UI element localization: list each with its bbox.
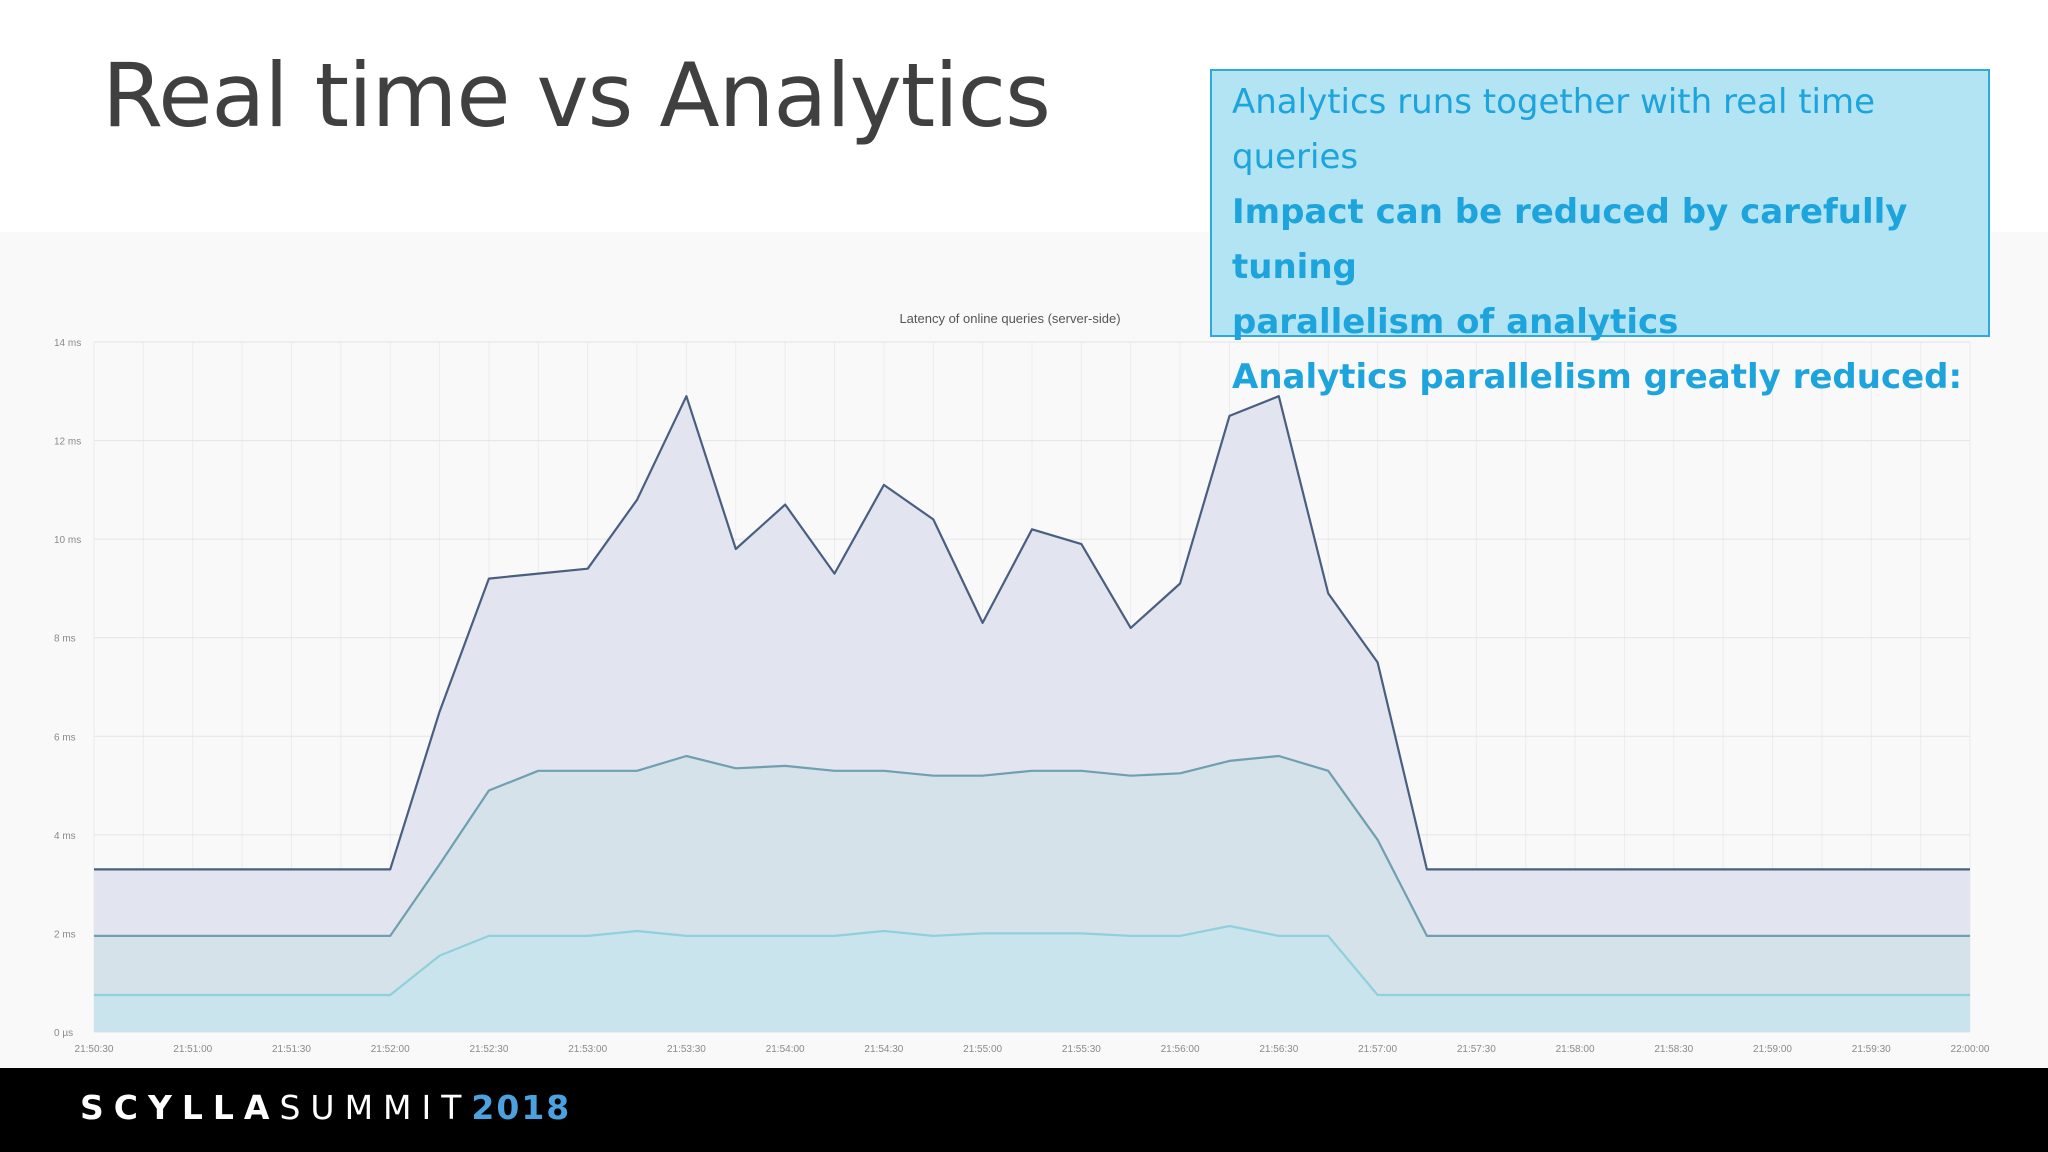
y-tick-label: 2 ms	[54, 929, 76, 940]
x-tick-label: 21:51:30	[272, 1044, 311, 1055]
series-mean-area	[94, 926, 1970, 1032]
latency-chart: 0 µs 2 ms 4 ms 6 ms 8 ms 10 ms 12 ms 14 ms 21:50…	[54, 311, 1990, 1055]
x-tick-label: 21:55:30	[1062, 1044, 1101, 1055]
x-tick-label: 21:57:00	[1358, 1044, 1397, 1055]
x-tick-label: 21:56:30	[1259, 1044, 1298, 1055]
y-tick-label: 14 ms	[54, 338, 81, 349]
x-tick-label: 21:56:00	[1161, 1044, 1200, 1055]
x-tick-label: 21:58:30	[1654, 1044, 1693, 1055]
callout-line-3: Impact can be reduced by carefully tunin…	[1232, 192, 1908, 287]
callout-line-4: parallelism of analytics	[1232, 302, 1679, 342]
callout-line-2: queries	[1232, 137, 1359, 177]
y-tick-label: 8 ms	[54, 634, 76, 645]
callout-line-1: Analytics runs together with real time	[1232, 82, 1876, 122]
series-p95-line	[94, 754, 1970, 938]
y-tick-label: 6 ms	[54, 732, 76, 743]
x-tick-label: 21:55:00	[963, 1044, 1002, 1055]
callout-line-5: Analytics parallelism greatly reduced:	[1232, 357, 1963, 397]
chart-title: Latency of online queries (server-side)	[899, 311, 1120, 326]
x-tick-label: 21:53:00	[568, 1044, 607, 1055]
footer-bar: SCYLLASUMMIT2018	[0, 1068, 2048, 1152]
series-p99-line	[94, 395, 1970, 871]
x-tick-label: 21:59:30	[1852, 1044, 1891, 1055]
x-tick-label: 21:57:30	[1457, 1044, 1496, 1055]
series-mean-line	[94, 924, 1970, 997]
x-tick-label: 21:53:30	[667, 1044, 706, 1055]
logo-year: 2018	[471, 1088, 572, 1127]
logo-summit: SUMMIT	[279, 1088, 472, 1127]
x-tick-label: 21:51:00	[173, 1044, 212, 1055]
x-tick-label: 21:54:00	[766, 1044, 805, 1055]
x-tick-label: 21:54:30	[864, 1044, 903, 1055]
callout-box: Analytics runs together with real time q…	[1210, 69, 1990, 397]
x-tick-label: 21:58:00	[1556, 1044, 1595, 1055]
slide-title: Real time vs Analytics	[102, 44, 1051, 147]
y-tick-label: 4 ms	[54, 831, 76, 842]
scylla-summit-logo: SCYLLASUMMIT2018	[80, 1088, 571, 1127]
x-tick-label: 21:52:00	[371, 1044, 410, 1055]
y-tick-label: 0 µs	[54, 1028, 73, 1039]
x-tick-label: 21:50:30	[75, 1044, 114, 1055]
x-tick-label: 21:52:30	[469, 1044, 508, 1055]
logo-scylla: SCYLLA	[80, 1088, 280, 1127]
y-tick-label: 12 ms	[54, 437, 81, 448]
x-tick-label: 21:59:00	[1753, 1044, 1792, 1055]
y-tick-label: 10 ms	[54, 535, 81, 546]
x-tick-label: 22:00:00	[1951, 1044, 1990, 1055]
